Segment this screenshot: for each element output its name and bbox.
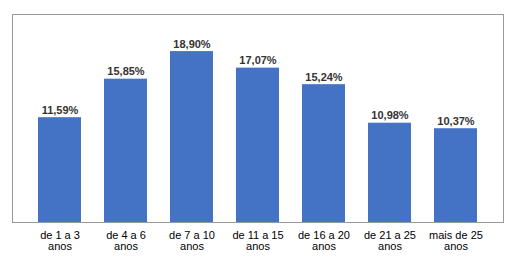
svg-text:mais de 25anos: mais de 25anos [429, 229, 483, 252]
svg-text:10,37%: 10,37% [437, 115, 475, 127]
svg-text:de 21 a 25anos: de 21 a 25anos [364, 229, 416, 252]
svg-text:de 4 a 6anos: de 4 a 6anos [106, 229, 146, 252]
svg-text:18,90%: 18,90% [173, 38, 211, 50]
svg-text:11,59%: 11,59% [42, 104, 79, 116]
svg-text:de 7 a 10anos: de 7 a 10anos [169, 229, 215, 252]
svg-text:de 16 a 20anos: de 16 a 20anos [298, 229, 350, 252]
svg-text:15,24%: 15,24% [305, 71, 343, 83]
svg-text:17,07%: 17,07% [239, 54, 277, 66]
svg-text:de 1 a 3anos: de 1 a 3anos [40, 229, 80, 252]
svg-text:de 11 a 15anos: de 11 a 15anos [232, 229, 283, 252]
svg-text:10,98%: 10,98% [371, 109, 409, 121]
svg-text:15,85%: 15,85% [107, 65, 145, 77]
